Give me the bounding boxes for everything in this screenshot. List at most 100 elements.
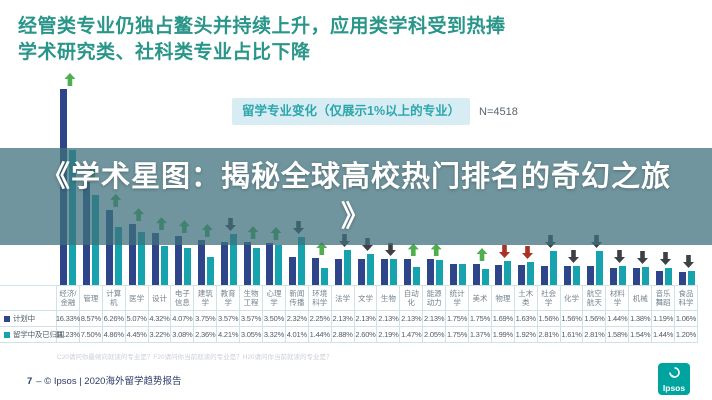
bar-planned xyxy=(564,266,572,285)
value-cell: 3.57% xyxy=(217,311,241,327)
value-cell: 4.86% xyxy=(102,327,126,343)
value-cell: 3.22% xyxy=(148,327,172,343)
value-cell: 3.08% xyxy=(171,327,195,343)
value-cell: 1.44% xyxy=(606,311,630,327)
value-cell: 2.13% xyxy=(377,311,401,327)
value-cell: 1.54% xyxy=(629,327,653,343)
column-header: 机械 xyxy=(629,285,653,311)
value-cell: 1.44% xyxy=(652,327,676,343)
legend-swatch xyxy=(4,315,10,322)
column-header: 统计学 xyxy=(446,285,470,311)
ipsos-logo-text: Ipsos xyxy=(662,382,686,393)
bar-planned xyxy=(380,259,388,285)
trend-up-arrow xyxy=(64,73,76,87)
bar-planned xyxy=(289,257,297,285)
column-header: 计算机 xyxy=(102,285,126,311)
column-header: 物理 xyxy=(491,285,515,311)
value-cell: 11.23% xyxy=(56,327,80,343)
value-cell: 1.61% xyxy=(560,327,584,343)
value-cell: 1.44% xyxy=(308,327,332,343)
bar-current xyxy=(389,258,397,285)
value-cell: 1.99% xyxy=(491,327,515,343)
value-cell: 1.38% xyxy=(629,311,653,327)
bar-current xyxy=(321,267,329,285)
bar-current xyxy=(504,261,512,285)
column-header: 法学 xyxy=(331,285,355,311)
column-header: 文学 xyxy=(354,285,378,311)
bar-current xyxy=(367,253,375,285)
value-cell: 1.69% xyxy=(491,311,515,327)
bar-planned xyxy=(152,233,160,285)
banner-title-line2: 》 xyxy=(340,200,371,233)
value-cell: 2.36% xyxy=(194,327,218,343)
column-header: 社会学 xyxy=(537,285,561,311)
page-number: 7 xyxy=(27,376,33,387)
trend-down-arrow xyxy=(637,251,648,264)
column-header: 设计 xyxy=(148,285,172,311)
value-cell: 1.75% xyxy=(446,311,470,327)
column-header: 食品科学 xyxy=(675,285,698,311)
value-cell: 2.13% xyxy=(331,311,355,327)
bar-planned xyxy=(518,265,526,285)
bar-planned xyxy=(335,259,343,285)
value-cell: 1.56% xyxy=(560,311,584,327)
value-cell: 1.19% xyxy=(652,311,676,327)
trend-down-arrow xyxy=(660,252,671,265)
bar-current xyxy=(481,268,489,285)
table-corner-cell xyxy=(0,285,57,311)
value-cell: 2.05% xyxy=(423,327,447,343)
slide-title-line1: 经管类专业仍独占鳌头并持续上升，应用类学科受到热捧 xyxy=(18,16,506,37)
value-cell: 1.47% xyxy=(400,327,424,343)
column-header: 环境科学 xyxy=(308,285,332,311)
trend-down-arrow xyxy=(683,255,694,268)
column-header: 化学 xyxy=(560,285,584,311)
value-cell: 1.75% xyxy=(469,311,492,327)
value-cell: 2.32% xyxy=(285,311,309,327)
chart-title: 留学专业变化（仅展示1%以上的专业） xyxy=(242,104,461,118)
slide-title-line2: 学术研究类、社科类专业占比下降 xyxy=(18,42,311,63)
value-cell: 2.81% xyxy=(583,327,607,343)
column-header: 管理 xyxy=(79,285,103,311)
value-cell: 3.57% xyxy=(240,311,264,327)
slide-footer: 7– © Ipsos | 2020海外留学趋势报告 xyxy=(27,373,181,387)
bar-planned xyxy=(129,224,137,285)
source-footnote: C20请问你最倾向就读的专业是？F20请问你当前就读的专业是？H20请问你当前就… xyxy=(57,354,333,361)
bar-current xyxy=(527,261,535,285)
bar-current xyxy=(664,267,672,285)
bar-current xyxy=(183,248,191,285)
sample-size-label: N=4518 xyxy=(479,106,518,118)
trend-up-arrow xyxy=(430,243,442,257)
slide-title: 经管类专业仍独占鳌头并持续上升，应用类学科受到热捧 学术研究类、社科类专业占比下… xyxy=(18,14,506,66)
column-header: 教育学 xyxy=(217,285,241,311)
bar-planned xyxy=(220,242,228,285)
value-cell: 1.56% xyxy=(583,311,607,327)
series-name: 计划中 xyxy=(13,314,35,323)
value-cell: 4.32% xyxy=(148,311,172,327)
value-cell: 2.13% xyxy=(354,311,378,327)
footer-text: – © Ipsos | 2020海外留学趋势报告 xyxy=(36,376,182,387)
bar-current xyxy=(550,251,558,285)
bar-current xyxy=(618,266,626,285)
value-cell: 4.21% xyxy=(217,327,241,343)
column-header: 音乐舞蹈 xyxy=(652,285,676,311)
bar-current xyxy=(687,270,695,285)
legend-swatch xyxy=(4,331,10,338)
bar-current xyxy=(206,256,214,285)
bar-current xyxy=(115,226,123,285)
trend-down-arrow xyxy=(522,246,533,259)
value-cell: 2.25% xyxy=(308,311,332,327)
value-cell: 2.13% xyxy=(400,311,424,327)
column-header: 经济/金融 xyxy=(57,285,80,311)
bar-current xyxy=(595,251,603,285)
bar-planned xyxy=(655,270,663,285)
value-cell: 1.63% xyxy=(514,311,538,327)
value-cell: 3.05% xyxy=(240,327,264,343)
data-table: 经济/金融 管理 计算机 医学 设计 电子信息 建筑学 教育学 生物工程 心理学 新闻传播 环境科学法… xyxy=(0,285,698,343)
bar-current xyxy=(344,250,352,285)
bar-current xyxy=(641,266,649,285)
column-header: 材料学 xyxy=(606,285,630,311)
value-cell: 4.45% xyxy=(125,327,149,343)
overlay-banner: 《学术星图：揭秘全球高校热门排名的奇幻之旅 》 xyxy=(0,148,712,245)
value-cell: 3.50% xyxy=(263,311,286,327)
